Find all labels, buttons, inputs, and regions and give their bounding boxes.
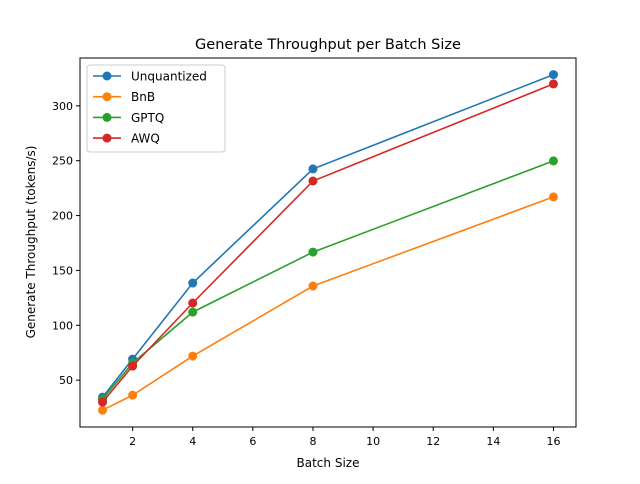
legend-label: Unquantized [131,70,207,84]
x-tick-label: 16 [546,435,560,448]
x-tick-label: 6 [249,435,256,448]
y-tick-label: 300 [52,100,73,113]
legend: Unquantized BnB GPTQ AWQ [86,64,226,153]
series-bnb [98,192,558,415]
data-point [188,351,198,361]
data-point [548,156,558,166]
y-tick-label: 100 [52,319,73,332]
data-point [128,361,138,371]
data-point [308,164,318,174]
data-point [548,192,558,202]
legend-entry: BnB [93,90,155,104]
legend-marker [102,133,112,143]
x-tick-label: 10 [366,435,380,448]
data-point [98,405,108,415]
data-point [128,390,138,400]
legend-label: AWQ [131,132,160,146]
y-tick-label: 150 [52,264,73,277]
legend-label: GPTQ [131,111,164,125]
legend-box [86,64,226,153]
data-point [548,79,558,89]
legend-entry: AWQ [93,132,160,146]
data-point [98,397,108,407]
legend-entry: Unquantized [93,70,207,84]
data-point [308,247,318,257]
x-tick-label: 8 [309,435,316,448]
x-tick-label: 4 [189,435,196,448]
y-axis-label: Generate Throughput (tokens/s) [24,146,38,339]
chart-title: Generate Throughput per Batch Size [195,37,461,53]
y-tick-label: 250 [52,155,73,168]
axes-frame [79,57,577,428]
data-point [548,70,558,80]
data-point [188,298,198,308]
data-point [188,307,198,317]
data-point [308,281,318,291]
data-point [188,278,198,288]
x-tick-label: 2 [129,435,136,448]
y-tick-label: 200 [52,210,73,223]
legend-marker [102,92,112,102]
legend-entry: GPTQ [93,111,164,125]
legend-marker [102,71,112,81]
x-tick-label: 14 [486,435,500,448]
x-axis-label: Batch Size [297,456,360,470]
series-awq [98,79,558,407]
x-tick-label: 12 [426,435,440,448]
y-tick-label: 50 [59,374,73,387]
legend-label: BnB [131,90,155,104]
data-point [308,176,318,186]
legend-marker [102,112,112,122]
